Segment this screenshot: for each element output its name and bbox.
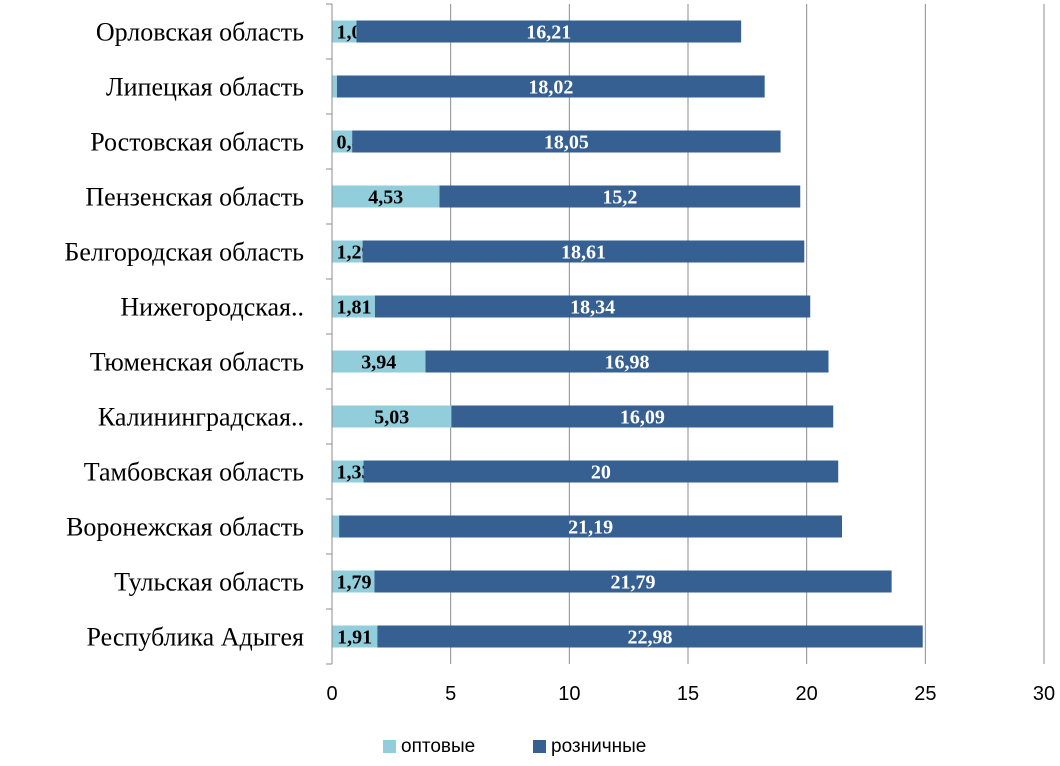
- data-label-retail: 21,19: [568, 517, 613, 539]
- category-label: Пензенская область: [85, 183, 304, 212]
- bar-retail: [362, 240, 805, 263]
- bar-retail: [377, 625, 923, 648]
- bar-retail: [374, 570, 892, 593]
- legend-swatch-wholesale: [383, 740, 396, 753]
- category-label: Воронежская область: [66, 513, 304, 542]
- bar-wholesale: [332, 20, 357, 43]
- data-label-retail: 18,02: [528, 77, 573, 99]
- bar-wholesale: [332, 405, 452, 428]
- data-label-retail: 16,98: [605, 352, 650, 374]
- x-tick-label: 0: [326, 683, 337, 705]
- data-label-retail: 15,2: [602, 187, 637, 209]
- bar-retail: [356, 20, 742, 43]
- category-label: Республика Адыгея: [87, 623, 304, 652]
- category-label: Орловская область: [96, 18, 304, 47]
- bar-retail: [363, 460, 839, 483]
- x-tick-label: 15: [677, 683, 699, 705]
- data-label-wholesale: 1,91: [337, 627, 372, 649]
- gridlines: [450, 4, 1045, 664]
- data-label-retail: 21,79: [611, 572, 656, 594]
- bar-retail: [374, 295, 811, 318]
- bar-wholesale: [332, 185, 440, 208]
- bars: 1,0316,210,2118,020,8518,054,5315,21,291…: [332, 20, 923, 649]
- category-label: Тюменская область: [90, 348, 304, 377]
- bar-retail: [339, 515, 843, 538]
- x-tick-label: 5: [445, 683, 456, 705]
- data-label-wholesale: 4,53: [368, 187, 403, 209]
- data-label-wholesale: 5,03: [374, 407, 409, 429]
- bar-wholesale: [332, 75, 337, 98]
- x-tick-label: 10: [558, 683, 580, 705]
- bar-retail: [336, 75, 765, 98]
- category-label: Тамбовская область: [84, 458, 304, 487]
- bar-wholesale: [332, 350, 426, 373]
- category-label: Калининградская..: [98, 403, 304, 432]
- x-tick-label: 25: [914, 683, 936, 705]
- data-label-retail: 18,05: [544, 132, 589, 154]
- bar-wholesale: [332, 295, 375, 318]
- bar-wholesale: [332, 570, 375, 593]
- bar-wholesale: [332, 460, 364, 483]
- data-label-wholesale: 1,33: [337, 462, 372, 484]
- data-label-wholesale: 3,94: [361, 352, 396, 374]
- legend-label-wholesale: оптовые: [401, 736, 475, 757]
- legend-label-retail: розничные: [551, 736, 646, 757]
- category-labels: Орловская область Липецкая область Ростовс…: [64, 18, 304, 652]
- bar-retail: [352, 130, 781, 153]
- data-label-wholesale: 1,79: [337, 572, 372, 594]
- data-label-wholesale: 1,81: [337, 297, 372, 319]
- category-label: Ростовская область: [90, 128, 304, 157]
- bar-retail: [451, 405, 834, 428]
- legend-swatch-retail: [533, 740, 546, 753]
- axis: [326, 3, 333, 665]
- tick-labels: 0 5 10 15 20 25 30: [326, 683, 1055, 705]
- data-label-retail: 16,21: [526, 22, 571, 44]
- legend: оптовые розничные: [383, 736, 646, 757]
- bar-retail: [439, 185, 801, 208]
- bar-wholesale: [332, 130, 353, 153]
- category-label: Липецкая область: [106, 73, 304, 102]
- category-label: Нижегородская..: [120, 293, 304, 322]
- bar-wholesale: [332, 515, 340, 538]
- data-label-retail: 16,09: [620, 407, 665, 429]
- data-label-retail: 20: [591, 462, 611, 484]
- bar-wholesale: [332, 240, 363, 263]
- x-tick-label: 20: [796, 683, 818, 705]
- data-label-retail: 18,34: [570, 297, 615, 319]
- category-label: Белгородская область: [64, 238, 304, 267]
- bar-retail: [425, 350, 829, 373]
- category-label: Тульская область: [114, 568, 304, 597]
- x-tick-label: 30: [1033, 683, 1055, 705]
- bar-wholesale: [332, 625, 378, 648]
- data-label-retail: 18,61: [561, 242, 606, 264]
- data-label-retail: 22,98: [628, 627, 673, 649]
